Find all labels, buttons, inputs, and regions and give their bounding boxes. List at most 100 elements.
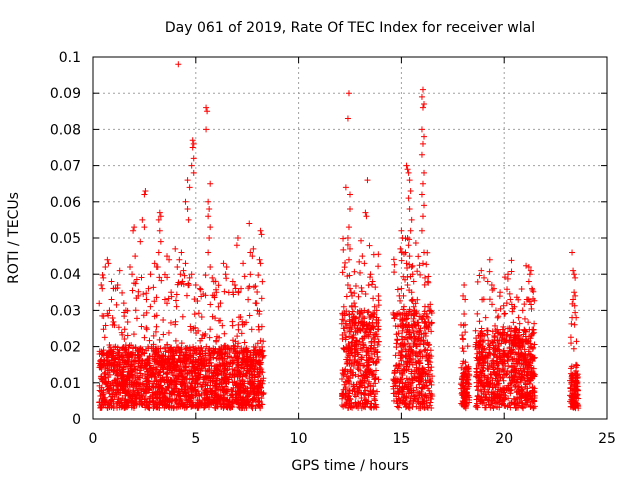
data-point [572,274,579,281]
data-point [499,333,506,340]
y-tick-label: 0.03 [50,303,81,319]
data-point [359,354,366,361]
data-point [414,398,421,405]
data-point [173,303,180,310]
data-point [402,322,409,329]
data-point [506,337,513,344]
data-point [515,314,522,321]
data-point [419,104,426,111]
data-point [239,361,246,368]
data-point [122,389,129,396]
data-point [183,292,190,299]
data-point [494,346,501,353]
data-point [357,269,364,276]
data-point [361,379,368,386]
data-point [507,332,514,339]
data-point [205,249,212,256]
data-point [412,300,419,307]
data-point [198,314,205,321]
x-tick-label: 15 [392,431,410,447]
data-point [352,353,359,360]
data-point [340,246,347,253]
data-point [185,216,192,223]
data-point [509,356,516,363]
data-point [206,235,213,241]
data-point [125,368,132,375]
data-point [119,289,126,296]
data-point [517,349,524,356]
data-point [227,392,234,399]
data-point [514,400,521,407]
data-point [156,274,163,281]
data-point [203,126,210,133]
data-point [398,227,405,234]
data-point [176,368,183,375]
data-point [347,285,353,292]
data-point [152,370,159,377]
data-point [134,346,141,353]
y-tick-label: 0.07 [50,159,81,175]
data-point [357,367,364,374]
data-point [492,397,499,404]
data-point [130,331,137,338]
data-point [419,384,426,391]
data-point [98,404,105,411]
data-point [254,340,261,347]
data-point [234,399,241,406]
data-point [345,90,352,97]
data-point [340,345,347,352]
data-point [229,366,236,373]
data-point [152,383,159,390]
data-point [396,369,403,376]
data-point [418,126,425,133]
data-point [190,140,197,147]
data-point [143,389,150,396]
data-point [427,347,434,354]
data-point [462,397,469,404]
data-point [421,394,428,401]
data-point [473,396,480,403]
data-point [347,375,354,382]
data-point [394,286,401,293]
data-point [257,260,264,267]
data-point [109,348,116,355]
chart-title: Day 061 of 2019, Rate Of TEC Index for r… [165,20,535,36]
data-point [229,278,236,285]
data-point [421,404,428,411]
data-point [474,310,481,317]
data-point [182,260,189,267]
data-point [180,402,187,409]
data-point [403,394,410,401]
data-point [115,396,122,403]
data-point [161,296,168,303]
data-point [172,337,179,344]
data-point [340,235,347,242]
data-point [459,345,466,352]
data-point [570,345,577,352]
data-point [200,390,207,397]
data-point [148,373,155,380]
data-point [196,350,203,357]
data-point [174,378,181,385]
data-point [216,356,223,363]
data-point [404,315,411,322]
data-point [249,253,256,260]
data-point [99,272,106,279]
data-point [421,347,428,354]
x-axis-tick-labels: 0 5 10 15 20 25 [89,431,616,447]
data-point [411,311,418,318]
data-point [525,263,532,270]
data-point [232,390,239,397]
data-point [170,349,177,356]
data-point [116,356,123,363]
data-point [185,280,192,287]
data-point [187,383,194,390]
data-point [101,334,108,341]
data-point [186,274,193,281]
data-point [122,307,129,314]
data-point [245,390,252,397]
data-point [223,275,230,282]
data-point [481,359,488,366]
data-point [524,397,531,404]
data-point [217,386,224,393]
